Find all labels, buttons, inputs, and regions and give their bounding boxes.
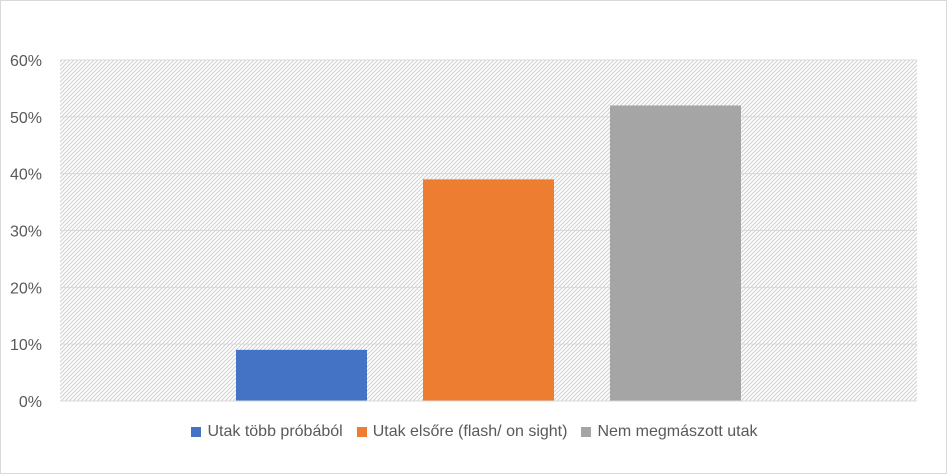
y-tick-label: 40% xyxy=(10,167,42,184)
y-tick-label: 0% xyxy=(19,394,42,411)
bar-series-1 xyxy=(236,349,367,401)
y-tick-label: 10% xyxy=(10,337,42,354)
legend-item-series-2: Utak elsőre (flash/ on sight) xyxy=(356,423,568,441)
legend-label-series-3: Nem megmászott utak xyxy=(597,423,758,440)
bars xyxy=(236,105,741,401)
legend-swatch-series-1 xyxy=(191,427,202,437)
bar-series-2 xyxy=(423,179,554,401)
y-axis-tick-labels: 0% 10% 20% 30% 40% 50% 60% xyxy=(10,53,42,411)
legend-item-series-1: Utak több próbából xyxy=(191,423,343,441)
y-tick-label: 20% xyxy=(10,280,42,297)
y-tick-label: 30% xyxy=(10,224,42,241)
bar-series-3 xyxy=(610,105,741,401)
legend-item-series-3: Nem megmászott utak xyxy=(581,423,758,441)
legend-swatch-series-2 xyxy=(356,427,367,437)
y-tick-label: 60% xyxy=(10,53,42,70)
legend-label-series-2: Utak elsőre (flash/ on sight) xyxy=(372,423,568,440)
legend: Utak több próbából Utak elsőre (flash/ o… xyxy=(1,423,947,441)
y-tick-label: 50% xyxy=(10,110,42,127)
legend-label-series-1: Utak több próbából xyxy=(207,423,343,440)
legend-swatch-series-3 xyxy=(581,427,592,437)
